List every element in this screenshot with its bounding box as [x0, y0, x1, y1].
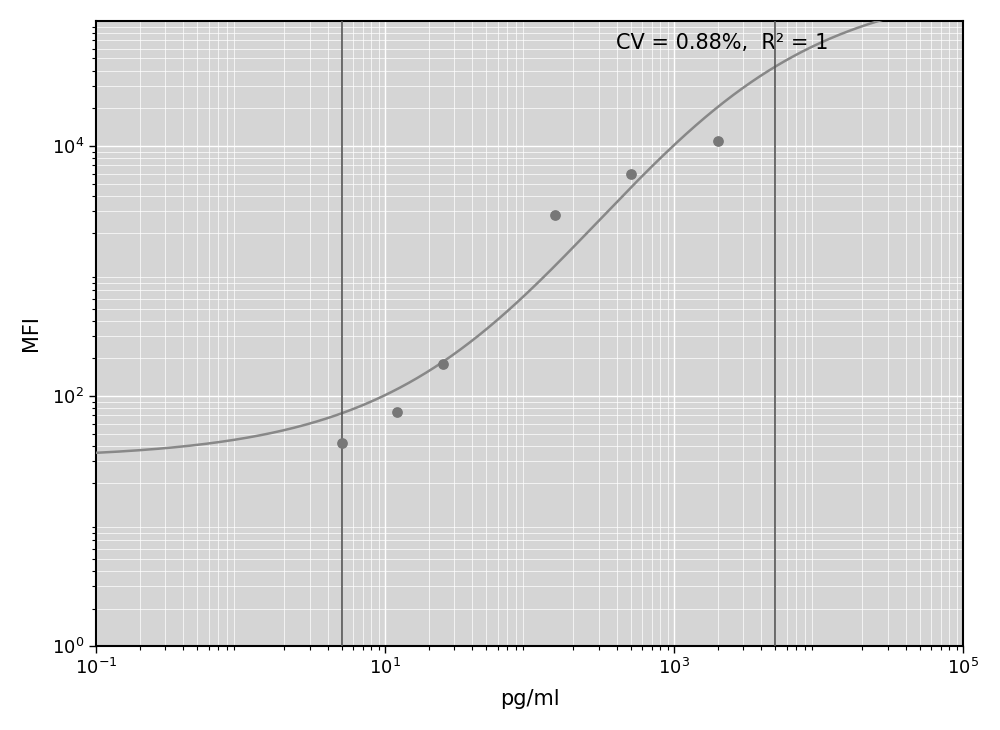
Point: [623, 168, 639, 180]
Y-axis label: MFI: MFI: [21, 315, 41, 351]
X-axis label: pg/ml: pg/ml: [500, 689, 559, 709]
Point: [389, 406, 405, 418]
Point: [710, 135, 726, 147]
Point: [547, 210, 563, 221]
Point: [435, 358, 451, 370]
Text: CV = 0.88%,  R² = 1: CV = 0.88%, R² = 1: [616, 34, 829, 53]
Point: [334, 437, 350, 449]
